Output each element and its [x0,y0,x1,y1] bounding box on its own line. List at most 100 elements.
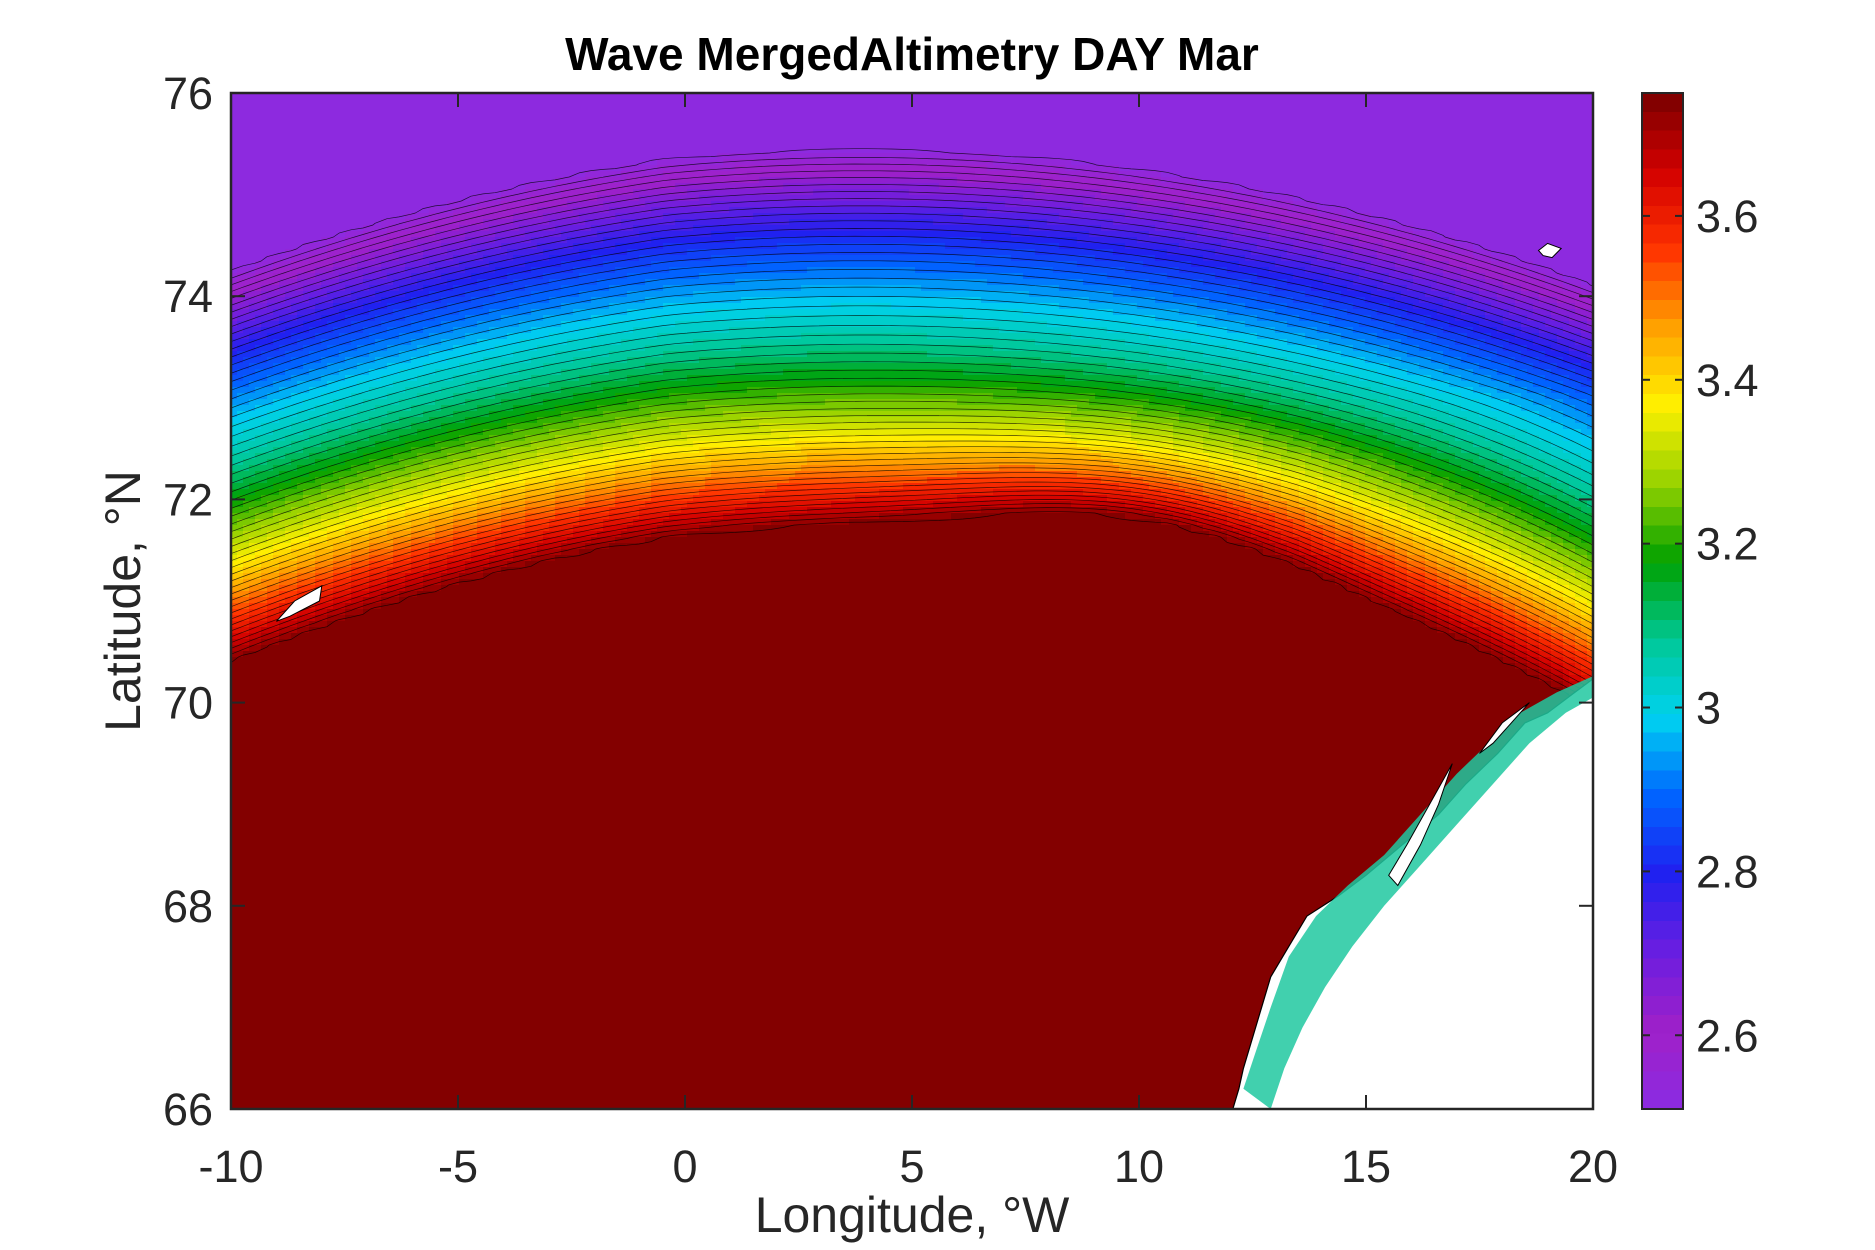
contour-cell [645,363,736,370]
contour-cell [333,297,358,304]
contour-cell [1569,459,1593,466]
contour-cell [693,339,1036,346]
contour-cell [231,303,250,310]
contour-cell [1449,597,1462,604]
contour-cell [339,507,358,514]
contour-cell [1497,567,1516,574]
contour-cell [1479,471,1504,478]
contour-cell [1575,543,1593,550]
contour-cell [1587,651,1593,658]
contour-cell [1467,561,1486,568]
contour-cell [1281,453,1312,460]
contour-cell [1491,591,1504,598]
contour-cell [435,531,454,538]
contour-cell [231,813,1593,820]
x-tick-label: -10 [198,1141,263,1192]
contour-cell [1563,273,1593,280]
contour-cell [1545,459,1570,466]
contour-cell [621,165,658,172]
contour-cell [1515,615,1528,622]
contour-cell [249,639,262,646]
contour-cell [1545,471,1570,478]
contour-cell [591,429,628,436]
contour-cell [543,531,574,538]
contour-cell [1587,351,1593,358]
contour-cell [369,483,394,490]
contour-cell [1113,459,1150,466]
contour-cell [1389,603,1402,610]
contour-cell [1563,411,1588,418]
contour-cell [1557,549,1576,556]
contour-cell [231,777,1593,784]
contour-cell [249,633,262,640]
contour-cell [1323,465,1348,472]
contour-cell [327,249,352,256]
contour-cell [1581,519,1593,526]
contour-cell [1581,489,1593,496]
contour-cell [1467,429,1498,436]
contour-cell [231,705,1593,712]
contour-cell [1383,579,1396,586]
contour-cell [699,447,802,454]
contour-cell [453,285,490,292]
contour-cell [1521,591,1534,598]
contour-cell [1341,351,1378,358]
contour-cell [1491,621,1504,628]
colorbar-tick-label: 3.2 [1696,519,1759,570]
contour-cell [489,285,526,292]
contour-cell [1479,609,1492,616]
contour-cell [231,411,238,418]
plot-area [231,93,1593,1109]
contour-cell [663,243,778,250]
contour-cell [669,267,808,274]
contour-cell [1179,381,1222,388]
contour-cell [429,261,460,268]
contour-cell [561,261,604,268]
contour-cell [1491,303,1516,310]
contour-cell [231,969,1593,976]
contour-cell [231,921,1593,928]
contour-cell [1431,375,1462,382]
contour-cell [1449,579,1468,586]
contour-cell [1215,471,1240,478]
contour-cell [1365,423,1396,430]
contour-cell [351,579,370,586]
contour-cell [1407,561,1426,568]
contour-cell [381,375,418,382]
contour-cell [387,525,412,532]
contour-cell [231,843,1593,850]
bear-island [1537,242,1563,259]
contour-cell [465,417,502,424]
contour-cell [1425,321,1450,328]
contour-cell [429,567,448,574]
contour-cell [309,417,340,424]
contour-cell [1479,573,1498,580]
contour-cell [1527,267,1552,274]
contour-cell [573,267,616,274]
contour-cell [711,465,802,472]
contour-cell [825,399,958,406]
contour-cell [1263,405,1300,412]
contour-cell [387,393,418,400]
contour-cell [1161,177,1198,184]
contour-cell [1515,513,1534,520]
contour-cell [1203,255,1246,262]
contour-cell [357,429,388,436]
contour-cell [651,459,712,466]
contour-cell [801,465,1000,472]
contour-cell [1329,567,1342,574]
contour-cell [1527,453,1552,460]
contour-cell [549,525,574,532]
contour-cell [1335,489,1354,496]
contour-cell [1407,309,1438,316]
contour-cell [1221,525,1234,532]
contour-cell [1563,657,1576,664]
contour-cell [1137,411,1180,418]
contour-cell [1491,393,1522,400]
contour-cell [357,471,382,478]
contour-cell [1521,459,1546,466]
contour-cell [1275,345,1318,352]
contour-cell [1515,303,1534,310]
contour-cell [633,327,730,334]
contour-cell [501,417,538,424]
